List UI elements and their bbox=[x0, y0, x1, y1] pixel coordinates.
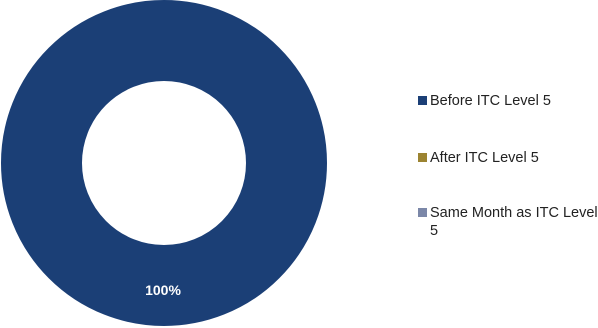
legend-label-before: Before ITC Level 5 bbox=[430, 93, 551, 109]
legend-item-before: Before ITC Level 5 bbox=[418, 92, 598, 110]
data-label-before-itc: 100% bbox=[145, 282, 181, 298]
legend-swatch-before bbox=[418, 96, 427, 105]
legend-item-same-month: Same Month as ITC Level 5 bbox=[418, 204, 598, 240]
legend-label-same-month: Same Month as ITC Level 5 bbox=[430, 205, 598, 239]
legend-swatch-after bbox=[418, 153, 427, 162]
legend-swatch-same-month bbox=[418, 208, 427, 217]
donut-slices bbox=[1, 0, 327, 326]
slice-before-itc-level-5 bbox=[1, 0, 327, 326]
legend-item-after: After ITC Level 5 bbox=[418, 149, 598, 167]
legend-label-after: After ITC Level 5 bbox=[430, 150, 539, 166]
